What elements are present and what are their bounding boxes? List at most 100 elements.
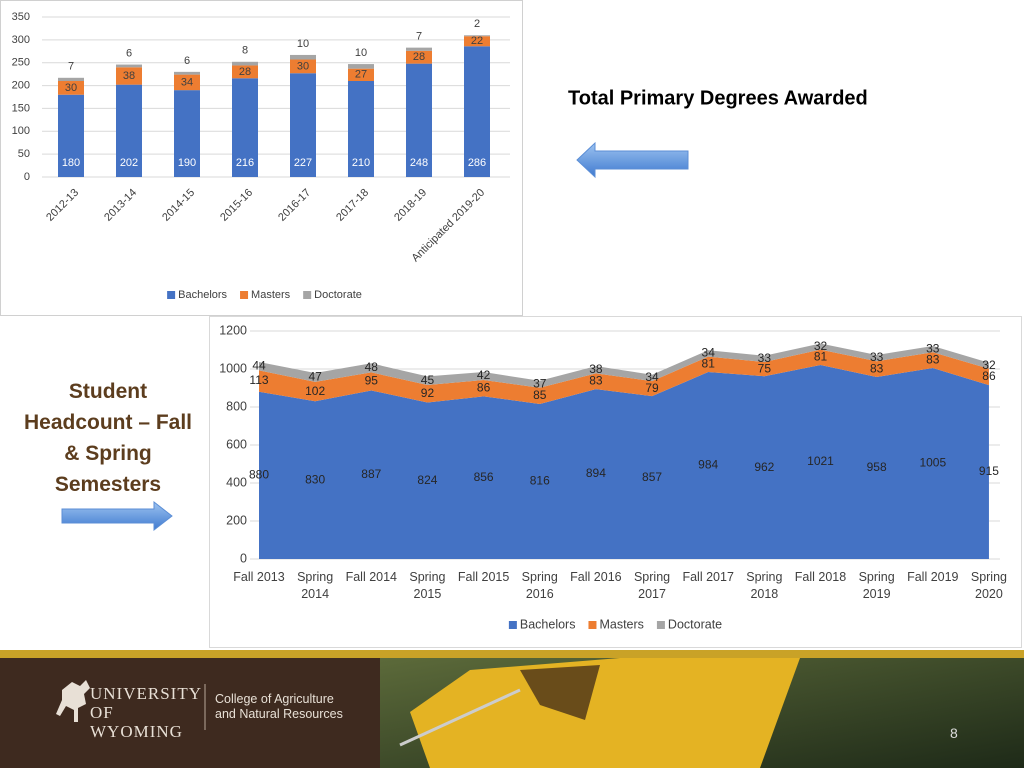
data-label: 286 [468,157,486,169]
data-label: 10 [297,38,309,50]
data-label: 962 [754,460,774,474]
data-label: 30 [65,82,77,94]
data-label: 248 [410,157,428,169]
data-label: 81 [702,357,716,371]
data-label: 856 [474,470,494,484]
bar [406,47,432,51]
area [259,349,989,404]
logo-mark [56,680,90,722]
data-label: 83 [870,361,884,375]
legend-label: Bachelors [520,617,576,631]
data-label: 34 [702,346,716,360]
data-label: 38 [589,362,603,376]
data-label: 216 [236,157,254,169]
data-label: 85 [533,388,547,402]
data-label: 28 [413,51,425,63]
area [259,365,989,559]
data-label: 894 [586,466,606,480]
data-label: 95 [365,374,379,388]
flag [410,658,800,768]
data-label: 83 [589,373,603,387]
data-label: 10 [355,47,367,59]
x-tick-label: Spring 2016 [521,570,558,601]
bar [116,64,142,68]
y-tick-label: 0 [24,171,30,183]
bar [406,50,432,64]
y-tick-label: 50 [18,148,30,160]
data-label: 202 [120,157,138,169]
data-label: 42 [477,368,491,382]
footer-band [0,658,380,768]
data-label: 915 [979,464,999,478]
data-label: 79 [645,381,659,395]
data-label: 857 [642,470,662,484]
data-label: 33 [926,341,940,355]
data-label: 2 [474,18,480,30]
legend-swatch [240,291,249,299]
arrow [61,500,173,532]
x-tick-label: Fall 2017 [682,570,734,584]
bar [58,94,84,177]
data-label: 92 [421,386,435,400]
legend-label: Masters [599,617,643,631]
bar [174,74,200,91]
y-tick-label: 300 [12,34,30,46]
bar [464,35,490,37]
arrow [576,141,689,179]
data-label: 32 [814,339,828,353]
data-label: 75 [758,361,772,375]
x-tick-label: Fall 2014 [345,570,398,584]
bar [464,36,490,47]
data-label: 6 [184,55,190,67]
legend-label: Masters [251,289,291,301]
data-label: 30 [297,60,309,72]
y-tick-label: 200 [226,513,247,527]
bar [232,65,258,79]
legend-swatch [508,621,517,629]
page-number: 8 [950,725,958,741]
x-tick-label: Fall 2019 [907,570,959,584]
y-tick-label: 350 [12,11,30,23]
x-tick-label: Spring 2018 [746,570,783,601]
bar [406,63,432,177]
legend-swatch [167,291,176,299]
data-label: 7 [416,31,422,43]
data-label: 180 [62,157,80,169]
data-label: 32 [982,358,996,372]
bar [232,78,258,177]
data-label: 34 [181,76,193,88]
data-label: 830 [305,472,325,486]
data-label: 45 [421,373,435,387]
bar [232,61,258,66]
x-tick-label: Spring 2017 [633,570,671,601]
bar [116,67,142,85]
data-label: 38 [123,70,135,82]
x-tick-label: Spring 2015 [409,570,446,601]
data-label: 102 [305,384,325,398]
legend-swatch [588,621,597,629]
logo-text: UNIVERSITY OF WYOMING [90,684,202,741]
x-tick-label: Fall 2015 [457,570,510,584]
data-label: 113 [249,373,268,387]
y-tick-label: 800 [226,399,247,413]
chart-title: Student Headcount – Fall & Spring Semest… [23,380,193,496]
bar [348,81,374,177]
y-tick-label: 1000 [219,361,247,375]
bar [174,90,200,177]
data-label: 984 [698,458,718,472]
data-label: 86 [982,369,996,383]
bar [116,84,142,177]
data-label: 83 [926,352,940,366]
college-name: College of Agriculture and Natural Resou… [215,692,343,721]
data-label: 22 [471,35,483,47]
flag-pole [399,688,521,747]
y-tick-label: 200 [12,79,30,91]
bar [58,81,84,95]
bar [348,64,374,69]
legend-label: Bachelors [178,289,227,301]
data-label: 958 [867,460,887,474]
bar [464,46,490,177]
legend-swatch [303,291,312,299]
